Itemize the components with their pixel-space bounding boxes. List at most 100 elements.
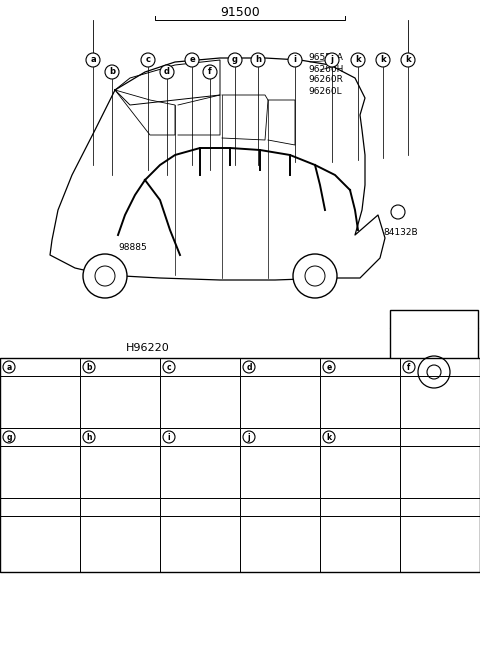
Text: g: g xyxy=(6,432,12,441)
Text: b: b xyxy=(86,363,92,371)
Text: h: h xyxy=(86,432,92,441)
Circle shape xyxy=(163,431,175,443)
Text: d: d xyxy=(164,68,170,77)
Circle shape xyxy=(3,361,15,373)
Circle shape xyxy=(86,53,100,67)
Text: 1339CC: 1339CC xyxy=(205,391,232,397)
Text: 91970F: 91970F xyxy=(337,432,366,441)
Circle shape xyxy=(251,53,265,67)
Bar xyxy=(400,498,480,516)
Circle shape xyxy=(323,431,335,443)
Text: 91970F: 91970F xyxy=(257,363,286,371)
Text: 96260R: 96260R xyxy=(308,75,343,85)
Bar xyxy=(320,498,400,516)
Text: f: f xyxy=(208,68,212,77)
Text: k: k xyxy=(355,56,361,64)
Text: j: j xyxy=(248,432,250,441)
Text: b: b xyxy=(109,68,115,77)
Circle shape xyxy=(243,361,255,373)
Text: 91588A: 91588A xyxy=(265,502,295,512)
Bar xyxy=(240,358,320,376)
Text: 98885: 98885 xyxy=(118,243,147,253)
Bar xyxy=(80,498,160,516)
Bar xyxy=(240,498,320,516)
Circle shape xyxy=(228,53,242,67)
Bar xyxy=(80,428,160,446)
Bar xyxy=(320,358,400,376)
Text: c: c xyxy=(145,56,151,64)
Text: 91491: 91491 xyxy=(97,363,121,371)
Bar xyxy=(400,446,480,498)
Text: 91505E: 91505E xyxy=(177,432,206,441)
Text: g: g xyxy=(232,56,238,64)
Text: 91191F: 91191F xyxy=(106,502,134,512)
Circle shape xyxy=(293,254,337,298)
Circle shape xyxy=(163,361,175,373)
Bar xyxy=(160,516,240,572)
Bar xyxy=(0,376,80,428)
Circle shape xyxy=(3,431,15,443)
Text: i: i xyxy=(293,56,297,64)
Bar xyxy=(0,358,480,572)
Text: 91818: 91818 xyxy=(337,363,361,371)
Text: a: a xyxy=(90,56,96,64)
Text: 91812C: 91812C xyxy=(438,402,465,408)
Bar xyxy=(400,516,480,572)
Text: 1338AC: 1338AC xyxy=(412,314,456,324)
Circle shape xyxy=(376,53,390,67)
Text: k: k xyxy=(405,56,411,64)
Bar xyxy=(80,376,160,428)
Text: 96260L: 96260L xyxy=(308,87,342,96)
Text: 84132B: 84132B xyxy=(384,228,418,237)
Bar xyxy=(240,376,320,428)
Text: e: e xyxy=(326,363,332,371)
Circle shape xyxy=(288,53,302,67)
Bar xyxy=(400,428,480,446)
Text: 1140EH: 1140EH xyxy=(25,502,55,512)
Circle shape xyxy=(83,254,127,298)
Bar xyxy=(160,428,240,446)
Text: 91180: 91180 xyxy=(205,404,228,410)
Text: e: e xyxy=(189,56,195,64)
Text: 91818F: 91818F xyxy=(17,432,45,441)
Circle shape xyxy=(95,266,115,286)
Text: c: c xyxy=(167,363,171,371)
Bar xyxy=(80,358,160,376)
Bar xyxy=(240,516,320,572)
Bar xyxy=(160,358,240,376)
Text: f: f xyxy=(408,363,411,371)
Bar xyxy=(320,376,400,428)
Text: a: a xyxy=(6,363,12,371)
Text: d: d xyxy=(246,363,252,371)
Text: 91818G: 91818G xyxy=(97,432,127,441)
Circle shape xyxy=(325,53,339,67)
Bar xyxy=(80,516,160,572)
Bar xyxy=(0,428,80,446)
Bar xyxy=(390,310,478,410)
Text: 91970F: 91970F xyxy=(186,502,214,512)
Text: 91500: 91500 xyxy=(220,5,260,18)
Text: k: k xyxy=(380,56,386,64)
Bar xyxy=(240,446,320,498)
Bar xyxy=(400,358,480,376)
Circle shape xyxy=(403,361,415,373)
Text: k: k xyxy=(326,432,332,441)
Bar xyxy=(400,376,480,428)
Bar xyxy=(0,358,80,376)
Text: 96550A: 96550A xyxy=(308,54,343,62)
Circle shape xyxy=(160,65,174,79)
Text: 91818H: 91818H xyxy=(17,363,47,371)
Bar xyxy=(320,516,400,572)
Bar xyxy=(80,446,160,498)
Circle shape xyxy=(185,53,199,67)
Circle shape xyxy=(323,361,335,373)
Text: h: h xyxy=(255,56,261,64)
Bar xyxy=(160,498,240,516)
Text: i: i xyxy=(168,432,170,441)
Text: 1141AE: 1141AE xyxy=(425,432,455,441)
Bar xyxy=(320,446,400,498)
Text: H96220: H96220 xyxy=(126,343,170,353)
Text: 1339CC: 1339CC xyxy=(435,389,463,395)
Bar xyxy=(320,428,400,446)
Text: 91526B: 91526B xyxy=(425,502,455,512)
